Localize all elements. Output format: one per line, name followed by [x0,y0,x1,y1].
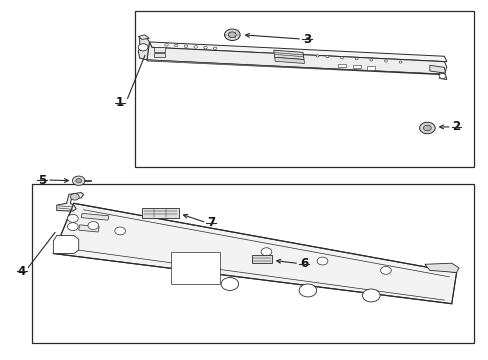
Circle shape [438,73,445,78]
Circle shape [174,44,178,47]
Circle shape [228,32,236,38]
Circle shape [115,227,125,235]
Circle shape [88,222,99,229]
Bar [32,184,473,343]
Text: 4: 4 [18,265,26,278]
Circle shape [384,60,386,62]
Circle shape [72,176,85,185]
Circle shape [164,44,168,46]
Polygon shape [273,50,304,59]
Bar [352,65,360,68]
Bar [366,66,374,69]
Bar [251,255,272,263]
Circle shape [67,215,78,222]
Text: 3: 3 [302,32,310,46]
Bar [154,46,164,51]
Text: 2: 2 [451,121,460,134]
Circle shape [224,29,240,41]
Circle shape [184,45,187,48]
Circle shape [398,61,401,63]
Circle shape [194,46,197,48]
Polygon shape [53,203,456,304]
Text: 7: 7 [207,216,215,229]
Circle shape [369,59,372,61]
Bar [142,208,178,218]
Circle shape [380,266,390,274]
Circle shape [423,125,430,131]
Circle shape [299,284,316,297]
Polygon shape [149,42,446,62]
Circle shape [67,223,78,230]
Circle shape [138,44,148,51]
Polygon shape [138,35,149,40]
Circle shape [316,55,319,57]
Polygon shape [57,193,83,211]
Polygon shape [53,235,79,253]
Circle shape [261,248,271,256]
Text: 6: 6 [299,257,307,270]
Polygon shape [147,60,445,75]
Polygon shape [138,37,149,60]
Circle shape [354,58,357,60]
Text: 1: 1 [116,96,124,109]
Circle shape [70,194,79,200]
Circle shape [317,257,327,265]
Text: 5: 5 [38,174,46,186]
Circle shape [213,47,217,50]
Polygon shape [439,72,446,80]
Bar [154,53,164,57]
Circle shape [362,289,379,302]
Bar [337,64,345,67]
Circle shape [76,179,81,183]
Polygon shape [147,42,446,74]
Bar [171,252,220,284]
Circle shape [221,278,238,291]
Polygon shape [429,65,445,73]
Circle shape [340,57,343,59]
Circle shape [325,55,328,58]
Circle shape [203,46,207,49]
Polygon shape [274,57,304,63]
Polygon shape [81,213,109,220]
Circle shape [419,122,434,134]
Polygon shape [79,225,99,232]
Bar [135,12,473,167]
Polygon shape [424,263,458,273]
